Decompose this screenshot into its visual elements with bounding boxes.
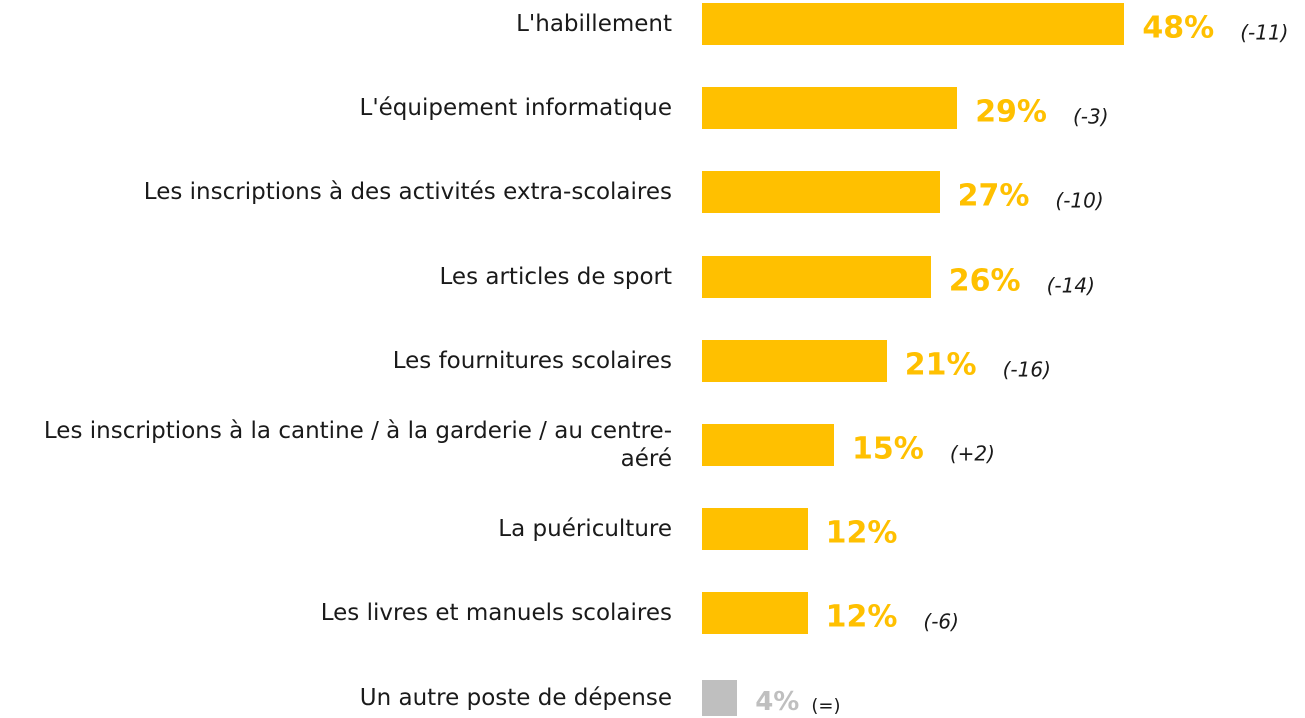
bar	[702, 592, 808, 635]
category-label: La puériculture	[498, 516, 672, 543]
change-annotation: (-11)	[1240, 20, 1289, 45]
category-label: Les articles de sport	[439, 263, 672, 290]
value-label: 12%	[825, 515, 898, 551]
category-label: Un autre poste de dépense	[359, 684, 672, 711]
change-annotation: (-14)	[1046, 272, 1095, 297]
bar	[702, 424, 834, 466]
value-label: 48%	[1142, 10, 1215, 46]
change-annotation: (-3)	[1073, 104, 1109, 129]
category-label: Les inscriptions à la cantine / à la gar…	[43, 418, 672, 472]
change-annotation: (=)	[811, 695, 841, 717]
value-label: 15%	[852, 431, 924, 467]
value-label: 12%	[825, 599, 898, 635]
bar	[702, 339, 887, 382]
bar	[702, 508, 808, 551]
bar	[702, 171, 940, 214]
category-label: L'équipement informatique	[359, 95, 673, 122]
category-label: L'habillement	[516, 11, 672, 37]
change-annotation: (-10)	[1055, 188, 1104, 213]
change-annotation: (-6)	[923, 609, 959, 634]
value-label: 26%	[948, 263, 1021, 299]
bar	[702, 87, 958, 130]
change-annotation: (-16)	[1002, 357, 1051, 382]
category-label: Les livres et manuels scolaires	[320, 600, 672, 627]
bar	[702, 3, 1125, 45]
value-label: 21%	[904, 347, 977, 383]
bar	[702, 679, 738, 716]
bar	[702, 255, 931, 298]
value-label: 27%	[957, 178, 1030, 214]
change-annotation: (+2)	[949, 441, 995, 466]
value-label: 29%	[975, 94, 1047, 130]
category-label: Les fournitures scolaires	[392, 347, 672, 374]
value-label: 4%	[755, 686, 800, 717]
category-label: Les inscriptions à des activités extra-s…	[143, 179, 672, 206]
